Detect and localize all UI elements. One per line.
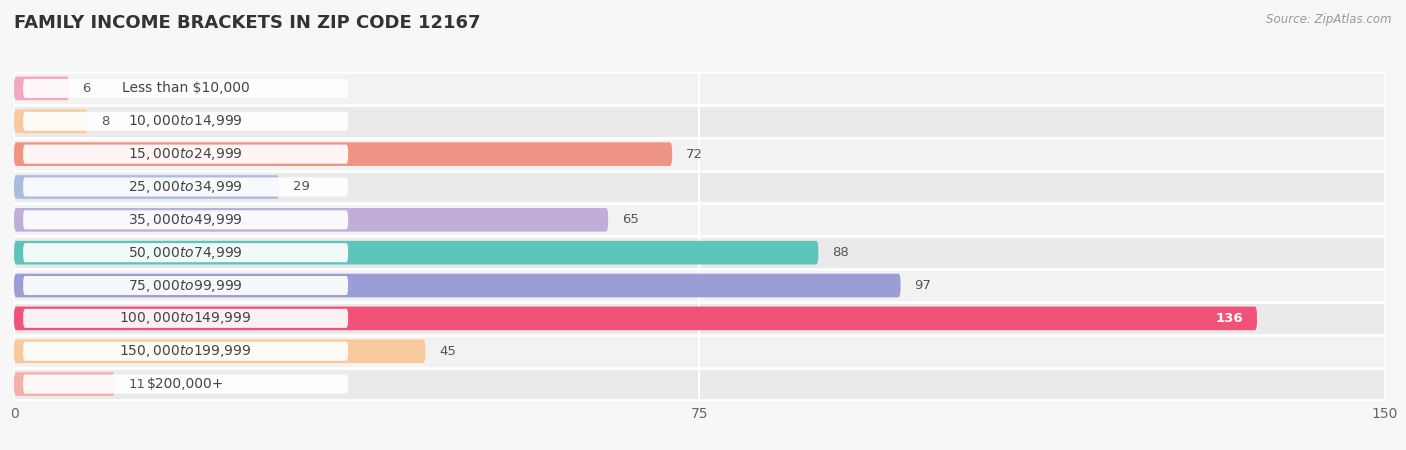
Text: 136: 136: [1216, 312, 1243, 325]
FancyBboxPatch shape: [22, 342, 349, 361]
Text: 97: 97: [914, 279, 931, 292]
FancyBboxPatch shape: [14, 208, 609, 232]
Text: 29: 29: [292, 180, 309, 194]
FancyBboxPatch shape: [14, 142, 672, 166]
FancyBboxPatch shape: [22, 309, 349, 328]
Text: $150,000 to $199,999: $150,000 to $199,999: [120, 343, 252, 359]
Text: $35,000 to $49,999: $35,000 to $49,999: [128, 212, 243, 228]
FancyBboxPatch shape: [14, 302, 1385, 335]
FancyBboxPatch shape: [22, 177, 349, 197]
Text: $10,000 to $14,999: $10,000 to $14,999: [128, 113, 243, 129]
Text: 8: 8: [101, 115, 110, 128]
FancyBboxPatch shape: [14, 372, 115, 396]
FancyBboxPatch shape: [14, 76, 69, 100]
Text: Less than $10,000: Less than $10,000: [122, 81, 249, 95]
FancyBboxPatch shape: [14, 171, 1385, 203]
Text: 45: 45: [439, 345, 456, 358]
FancyBboxPatch shape: [14, 306, 1257, 330]
Text: 65: 65: [621, 213, 638, 226]
FancyBboxPatch shape: [22, 79, 349, 98]
Text: 11: 11: [128, 378, 145, 391]
Text: 88: 88: [832, 246, 849, 259]
Text: 6: 6: [83, 82, 91, 95]
FancyBboxPatch shape: [14, 138, 1385, 171]
FancyBboxPatch shape: [22, 276, 349, 295]
Text: $50,000 to $74,999: $50,000 to $74,999: [128, 245, 243, 261]
FancyBboxPatch shape: [14, 175, 278, 199]
FancyBboxPatch shape: [14, 335, 1385, 368]
FancyBboxPatch shape: [22, 210, 349, 230]
FancyBboxPatch shape: [14, 72, 1385, 105]
FancyBboxPatch shape: [14, 236, 1385, 269]
FancyBboxPatch shape: [14, 274, 901, 297]
Text: $100,000 to $149,999: $100,000 to $149,999: [120, 310, 252, 326]
FancyBboxPatch shape: [22, 144, 349, 164]
FancyBboxPatch shape: [22, 112, 349, 131]
FancyBboxPatch shape: [14, 368, 1385, 400]
Text: $15,000 to $24,999: $15,000 to $24,999: [128, 146, 243, 162]
Text: $200,000+: $200,000+: [148, 377, 225, 391]
FancyBboxPatch shape: [22, 243, 349, 262]
Text: 72: 72: [686, 148, 703, 161]
Text: $75,000 to $99,999: $75,000 to $99,999: [128, 278, 243, 293]
Text: $25,000 to $34,999: $25,000 to $34,999: [128, 179, 243, 195]
FancyBboxPatch shape: [22, 374, 349, 394]
FancyBboxPatch shape: [14, 109, 87, 133]
FancyBboxPatch shape: [14, 105, 1385, 138]
FancyBboxPatch shape: [14, 203, 1385, 236]
Text: Source: ZipAtlas.com: Source: ZipAtlas.com: [1267, 14, 1392, 27]
FancyBboxPatch shape: [14, 339, 426, 363]
FancyBboxPatch shape: [14, 241, 818, 265]
Text: FAMILY INCOME BRACKETS IN ZIP CODE 12167: FAMILY INCOME BRACKETS IN ZIP CODE 12167: [14, 14, 481, 32]
FancyBboxPatch shape: [14, 269, 1385, 302]
